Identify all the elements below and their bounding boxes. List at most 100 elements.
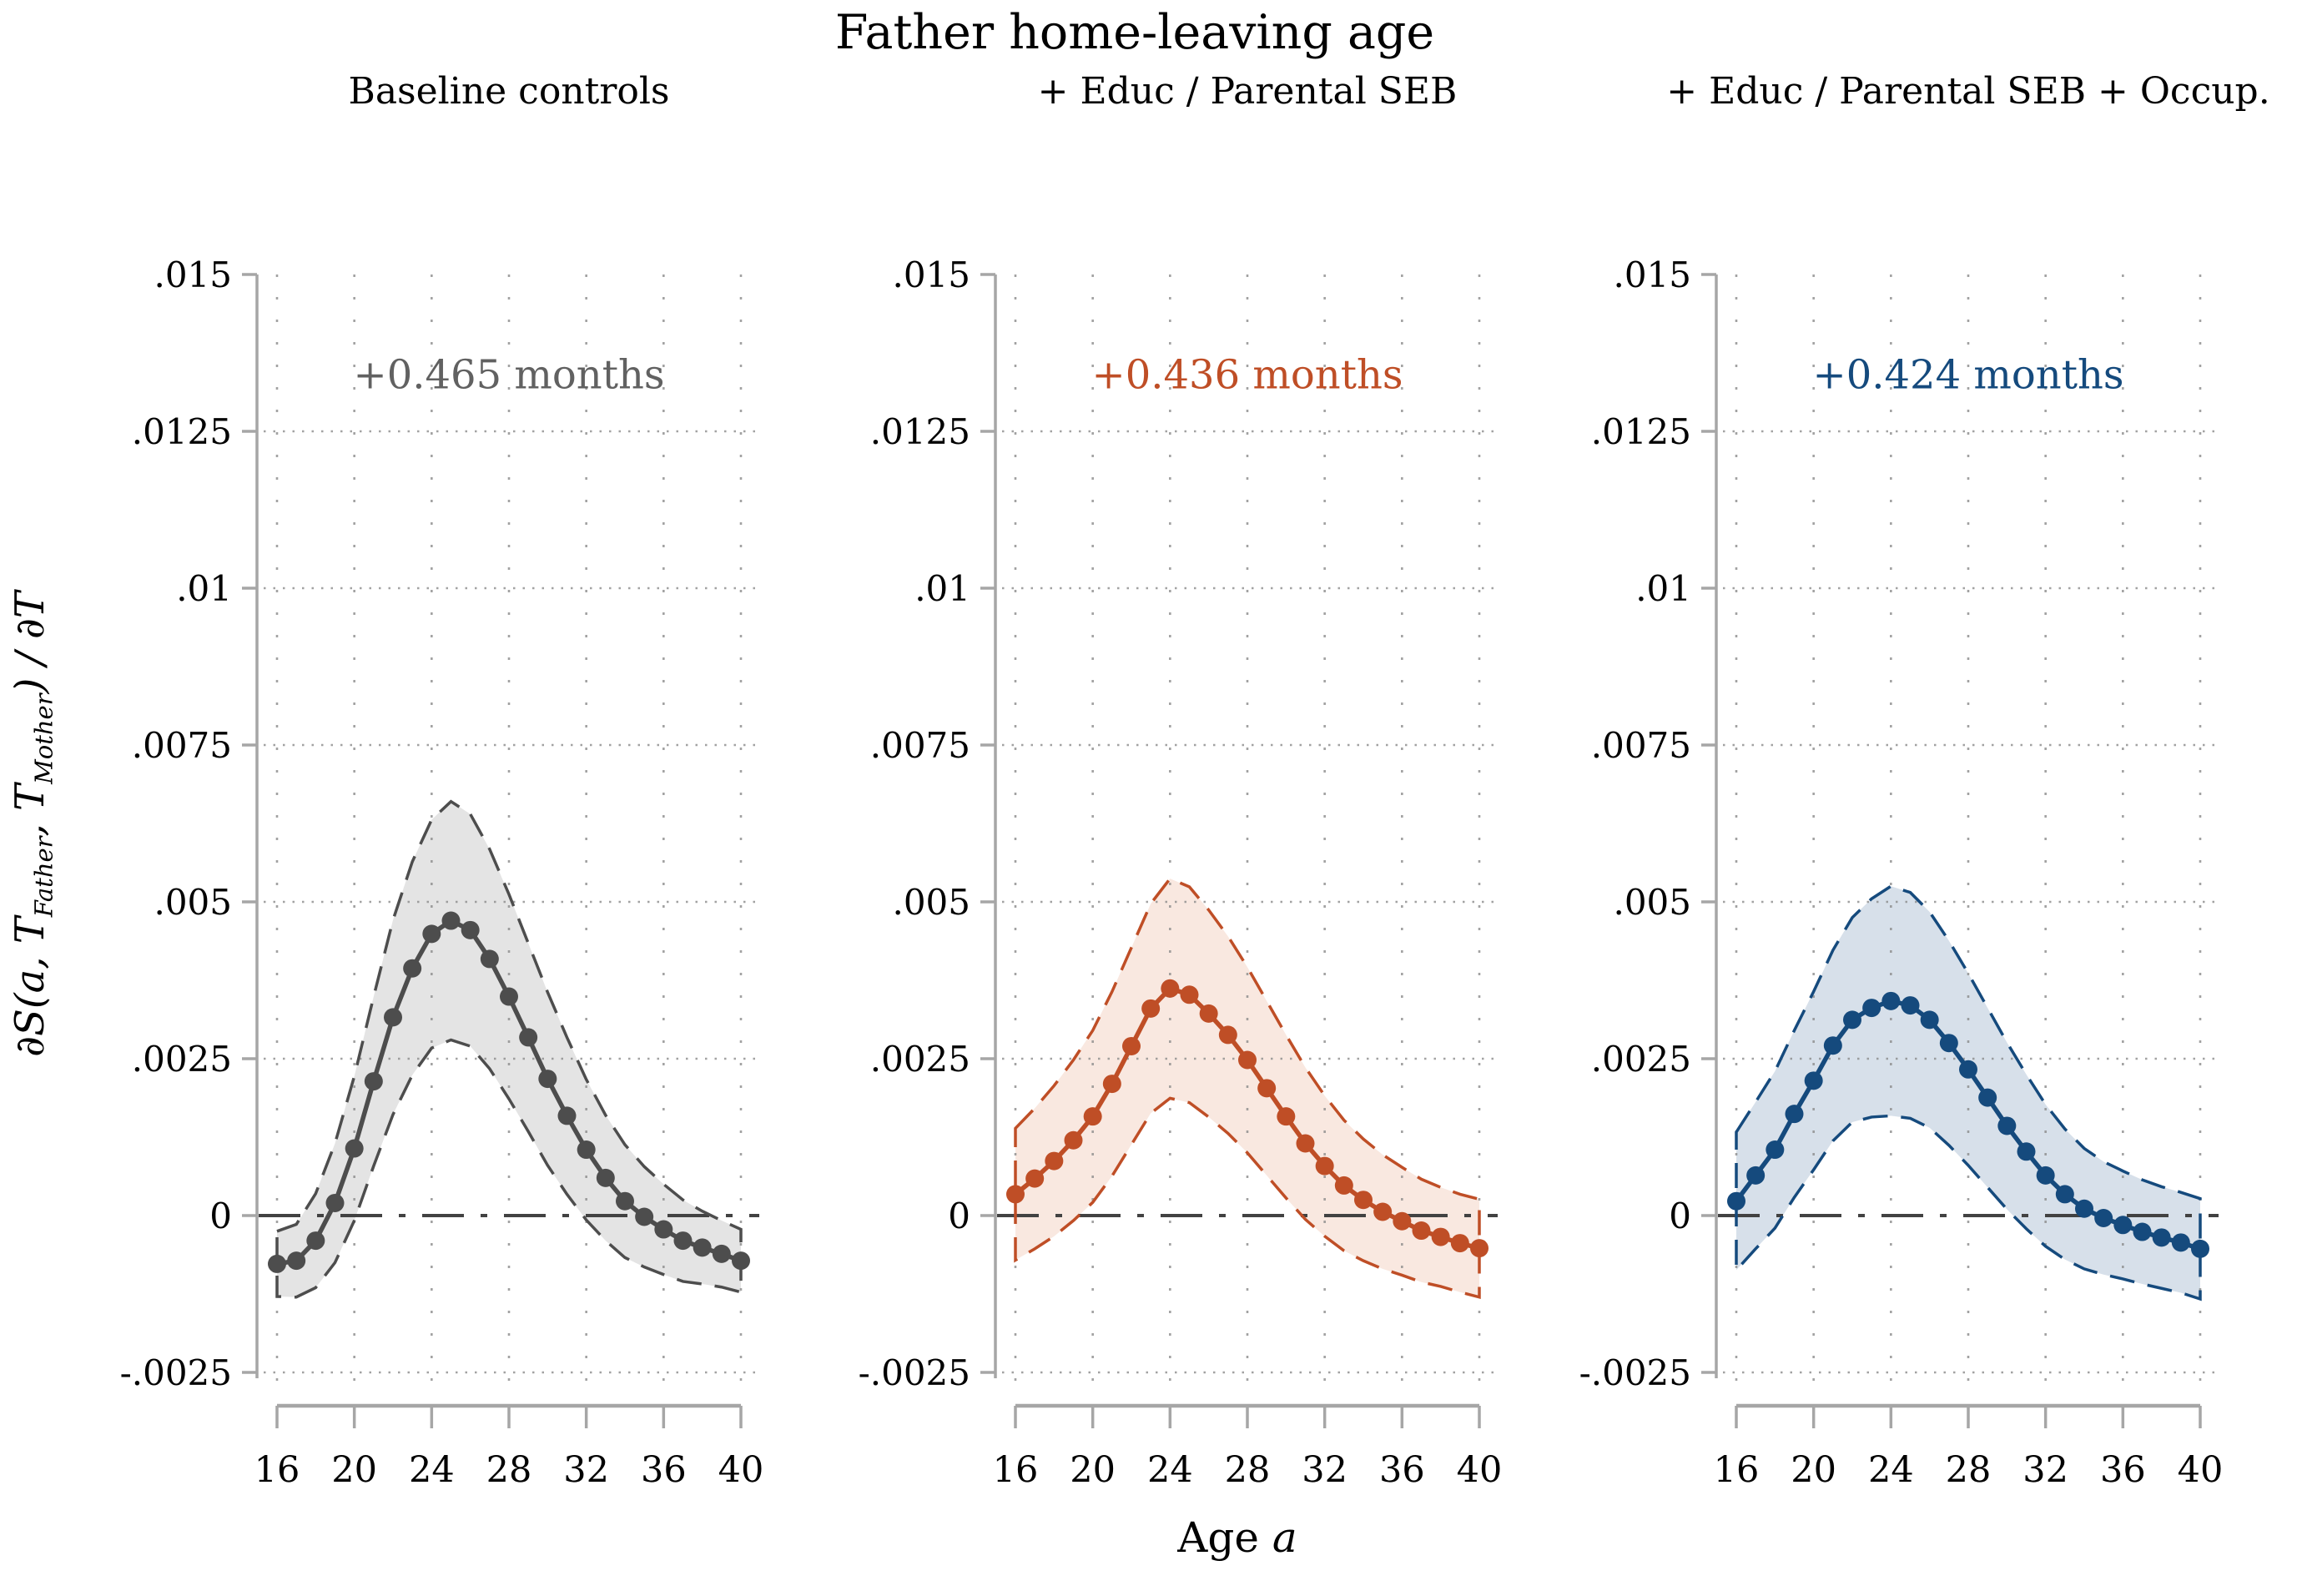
data-point (306, 1231, 325, 1251)
x-tick-label: 28 (1946, 1449, 1992, 1491)
data-point (1122, 1036, 1141, 1055)
data-point (345, 1139, 364, 1158)
y-gridlines (1723, 430, 2219, 1374)
data-point (1804, 1071, 1823, 1090)
data-point (1431, 1227, 1450, 1246)
data-point (1277, 1107, 1296, 1126)
y-axis: .015 .0125 .01 .0075 .005 .0025 0 -.0025 (1579, 254, 1718, 1393)
data-point (1315, 1156, 1334, 1176)
chart-title: Father home-leaving age (834, 5, 1435, 60)
x-tick-label: 28 (486, 1449, 532, 1491)
x-axis: 16 20 24 28 32 36 40 (254, 1403, 764, 1491)
x-tick-label: 32 (1302, 1449, 1347, 1491)
data-points (1006, 979, 1488, 1258)
data-point (422, 924, 441, 944)
data-point (325, 1193, 345, 1212)
y-tick-label: -.0025 (120, 1352, 232, 1393)
x-tick-label: 16 (254, 1449, 300, 1491)
data-point (1978, 1088, 1997, 1107)
data-point (1862, 999, 1881, 1018)
y-tick-label: 0 (948, 1196, 970, 1236)
data-point (732, 1251, 750, 1271)
data-point (1412, 1221, 1431, 1241)
data-point (1161, 979, 1180, 998)
y-tick-label: 0 (209, 1196, 232, 1236)
y-tick-label: 0 (1669, 1196, 1691, 1236)
data-point (403, 959, 422, 978)
data-point (2113, 1216, 2133, 1235)
data-point (2152, 1228, 2171, 1247)
x-tick-label: 32 (563, 1449, 609, 1491)
confidence-band-outline (1735, 884, 2202, 1301)
panel-subtitle-educ-seb: + Educ / Parental SEB (1037, 70, 1458, 113)
y-tick-label: -.0025 (859, 1352, 970, 1393)
data-point (1997, 1116, 2017, 1135)
x-tick-label: 28 (1225, 1449, 1271, 1491)
data-point (1393, 1211, 1412, 1231)
data-point (577, 1140, 596, 1160)
data-point (712, 1244, 731, 1263)
y-gridlines (264, 430, 759, 1374)
data-point (268, 1254, 286, 1273)
y-axis: .015 .0125 .01 .0075 .005 .0025 0 -.0025 (859, 254, 997, 1393)
data-point (693, 1238, 712, 1257)
x-gridlines (275, 274, 743, 1385)
x-axis: 16 20 24 28 32 36 40 (993, 1403, 1503, 1491)
data-point (441, 911, 461, 930)
y-tick-label: .01 (914, 568, 970, 609)
y-tick-label: .0025 (1591, 1039, 1691, 1080)
data-point (1354, 1191, 1373, 1210)
effect-annotation: +0.436 months (1091, 351, 1403, 398)
data-point (384, 1008, 402, 1027)
chart-panel-baseline: .015 .0125 .01 .0075 .005 .0025 0 -.0025 16 20 24 2… (120, 254, 764, 1491)
y-tick-label: .005 (1613, 882, 1691, 923)
y-tick-label: .015 (892, 254, 970, 295)
data-points (268, 911, 750, 1273)
y-tick-label: .015 (1613, 254, 1691, 295)
panel-subtitle-baseline: Baseline controls (348, 70, 670, 113)
data-point (2017, 1142, 2036, 1161)
data-point (1180, 985, 1199, 1004)
data-point (2055, 1185, 2074, 1204)
x-tick-label: 20 (1791, 1449, 1836, 1491)
data-point (1450, 1234, 1469, 1253)
x-tick-label: 32 (2022, 1449, 2068, 1491)
data-point (538, 1070, 557, 1089)
data-point (1785, 1105, 1804, 1124)
data-point (1045, 1151, 1064, 1171)
confidence-band-fill (1736, 886, 2200, 1300)
data-point (1373, 1202, 1393, 1221)
x-tick-label: 20 (331, 1449, 377, 1491)
data-point (1823, 1036, 1842, 1055)
y-tick-label: .0025 (870, 1039, 970, 1080)
data-point (480, 949, 499, 969)
data-point (557, 1106, 577, 1125)
data-point (364, 1072, 383, 1091)
x-tick-label: 16 (1714, 1449, 1760, 1491)
y-tick-label: .0125 (870, 411, 970, 452)
panel-subtitle-educ-seb-occup: + Educ / Parental SEB + Occup. (1666, 70, 2270, 113)
x-tick-label: 36 (641, 1449, 687, 1491)
x-tick-label: 20 (1070, 1449, 1116, 1491)
data-point (654, 1220, 673, 1239)
y-tick-label: .0125 (132, 411, 232, 452)
y-tick-label: .015 (154, 254, 232, 295)
confidence-band-outline (275, 799, 743, 1299)
data-point (1746, 1166, 1766, 1185)
data-point (2191, 1239, 2209, 1258)
data-point (1141, 999, 1161, 1018)
data-point (1102, 1075, 1121, 1094)
data-point (1881, 991, 1901, 1010)
x-tick-label: 24 (1147, 1449, 1193, 1491)
x-tick-label: 40 (718, 1449, 764, 1491)
data-point (1199, 1004, 1218, 1023)
data-point (1006, 1185, 1025, 1204)
data-point (2036, 1166, 2055, 1185)
data-point (1238, 1050, 1257, 1070)
data-points (1727, 991, 2209, 1258)
data-point (1766, 1140, 1785, 1160)
y-tick-label: .005 (154, 882, 232, 923)
y-gridlines (1002, 430, 1498, 1374)
x-tick-label: 40 (1457, 1449, 1503, 1491)
